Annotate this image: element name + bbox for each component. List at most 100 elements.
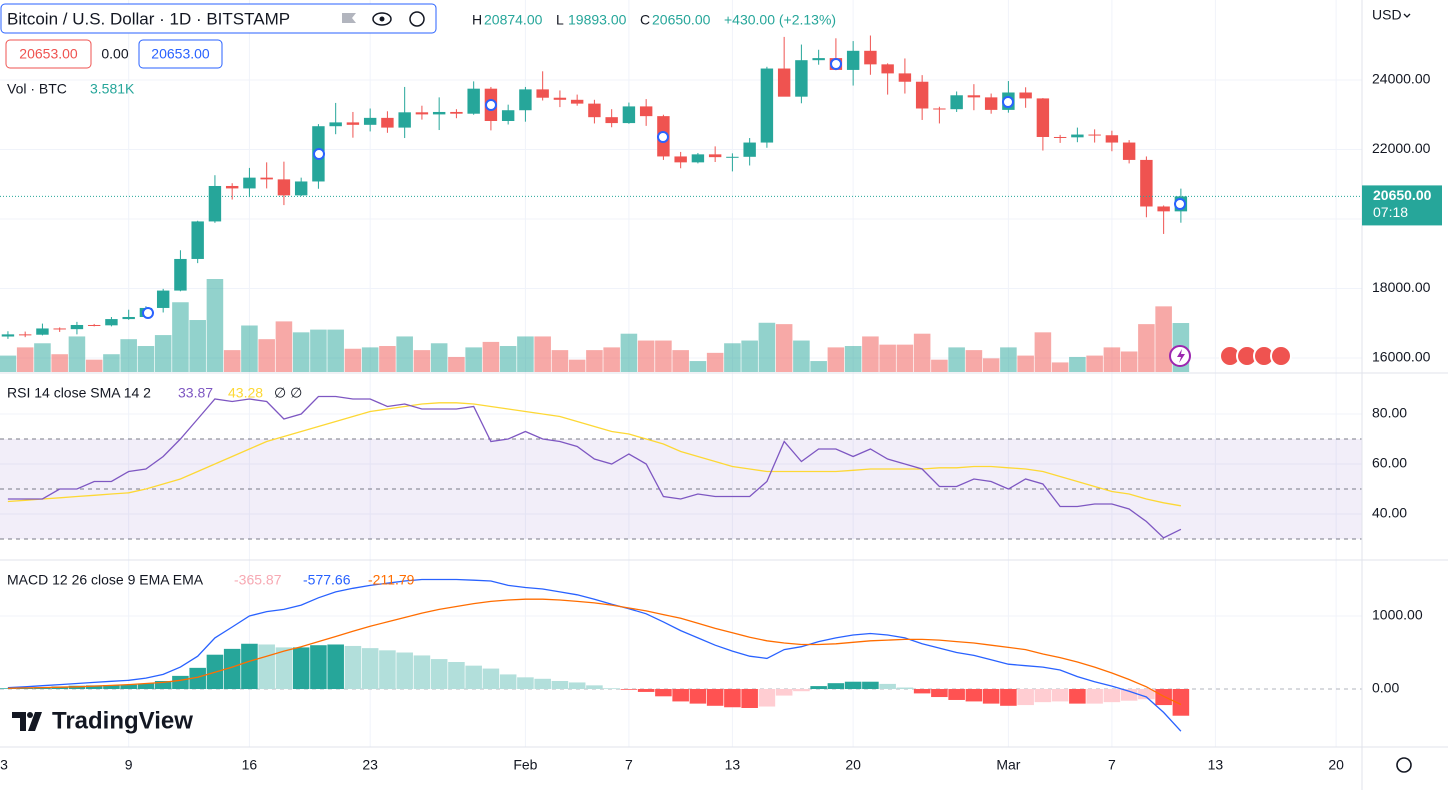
logo-text: TradingView	[52, 707, 193, 734]
volume-bar	[1051, 362, 1069, 372]
candle-body	[519, 89, 532, 111]
logo-mark	[27, 712, 33, 718]
macd-histogram-bar	[258, 644, 275, 690]
candle-body	[812, 58, 825, 61]
candle-body	[294, 181, 308, 196]
volume-bar	[517, 336, 534, 372]
macd-histogram-bar	[154, 680, 172, 690]
volume-bar	[51, 354, 68, 372]
indicator-line	[7, 402, 1182, 507]
macd-histogram-bar	[1034, 689, 1052, 703]
ohlc-value: 19893.00	[568, 12, 627, 28]
volume-bar	[689, 361, 707, 372]
candle-body	[105, 319, 118, 326]
candle-body	[743, 142, 756, 157]
candle-body	[1105, 135, 1119, 143]
event-marker[interactable]	[142, 307, 154, 319]
candle-body	[1036, 98, 1050, 137]
volume-bar	[913, 333, 931, 372]
candle-body	[639, 106, 653, 117]
candle-body	[87, 324, 101, 326]
macd-histogram-bar	[568, 682, 586, 690]
macd-histogram-bar	[344, 645, 362, 690]
event-marker[interactable]	[313, 148, 325, 160]
candle-body	[260, 177, 273, 180]
volume-bar	[310, 329, 327, 372]
macd-histogram-bar	[465, 665, 482, 690]
volume-bar	[758, 322, 776, 372]
macd-histogram-bar	[517, 677, 534, 690]
volume-bar	[534, 336, 551, 372]
candle-body	[467, 88, 480, 114]
volume-bar	[430, 343, 448, 372]
settings-icon[interactable]	[409, 11, 425, 27]
macd-histogram-bar	[1103, 689, 1121, 703]
candle-body	[329, 122, 342, 127]
candle-body	[691, 154, 705, 163]
macd-histogram-bar	[430, 659, 448, 690]
macd-histogram-bar	[637, 689, 655, 692]
event-marker[interactable]	[485, 99, 497, 111]
volume-bar	[1138, 324, 1155, 372]
event-marker[interactable]	[657, 131, 669, 143]
macd-histogram-bar	[310, 645, 327, 690]
macd-histogram-bar	[189, 667, 206, 690]
candle-body	[622, 106, 636, 124]
candle-body	[1122, 142, 1136, 160]
event-marker[interactable]	[1002, 96, 1014, 108]
flag-icon[interactable]	[342, 13, 356, 23]
macd-signal-value: -211.79	[368, 572, 415, 588]
settings-gear[interactable]	[1396, 757, 1412, 773]
macd-title: MACD 12 26 close 9 EMA EMA	[7, 572, 204, 588]
economic-event[interactable]	[1270, 345, 1292, 367]
candle-body	[191, 221, 204, 259]
rsi-title: RSI 14 close SMA 14 2	[7, 385, 151, 401]
event-marker[interactable]	[830, 58, 842, 70]
macd-histogram-bar	[793, 689, 810, 692]
eye-icon	[379, 16, 385, 22]
last-price-label: 20650.00	[1373, 187, 1432, 203]
eye-icon[interactable]	[372, 12, 392, 26]
candle-body	[898, 73, 912, 82]
candle-body	[70, 324, 84, 330]
volume-bar	[223, 350, 241, 372]
candle-body	[795, 60, 808, 97]
volume-bar	[16, 347, 34, 372]
candle-body	[1, 334, 15, 337]
candle-body	[881, 64, 894, 74]
candle-body	[415, 112, 429, 115]
candle-body	[984, 97, 998, 110]
candle-body	[122, 316, 135, 320]
symbol-box[interactable]	[0, 3, 437, 34]
volume-bar	[413, 350, 431, 372]
volume-bar	[241, 325, 258, 372]
macd-histogram-bar	[396, 652, 413, 690]
macd-histogram-bar	[223, 648, 241, 690]
volume-bar	[499, 346, 517, 372]
rsi-sma-value: 43.28	[228, 385, 263, 401]
macd-histogram-bar	[810, 686, 827, 690]
volume-bar	[672, 350, 689, 372]
candle-body	[36, 328, 49, 335]
candle-body	[570, 99, 584, 104]
volume-bar	[827, 347, 845, 372]
candle-body	[501, 110, 515, 121]
volume-bar	[603, 347, 620, 372]
event-marker[interactable]	[1174, 198, 1186, 210]
candle-body	[277, 179, 291, 196]
volume-bar	[1034, 332, 1052, 372]
macd-histogram-bar	[1120, 689, 1138, 701]
buy-button[interactable]	[138, 39, 223, 69]
volume-bar	[206, 279, 224, 372]
candle-body	[208, 185, 222, 222]
volume-bar	[379, 346, 396, 372]
ohlc-key: C	[640, 12, 650, 28]
macd-histogram-bar	[361, 648, 379, 690]
macd-histogram-bar	[1138, 689, 1155, 700]
macd-histogram-bar	[827, 683, 845, 690]
sell-button[interactable]	[5, 39, 92, 69]
volume-bar	[275, 321, 293, 372]
currency[interactable]: USD	[1372, 7, 1402, 23]
macd-histogram-bar	[499, 674, 517, 690]
